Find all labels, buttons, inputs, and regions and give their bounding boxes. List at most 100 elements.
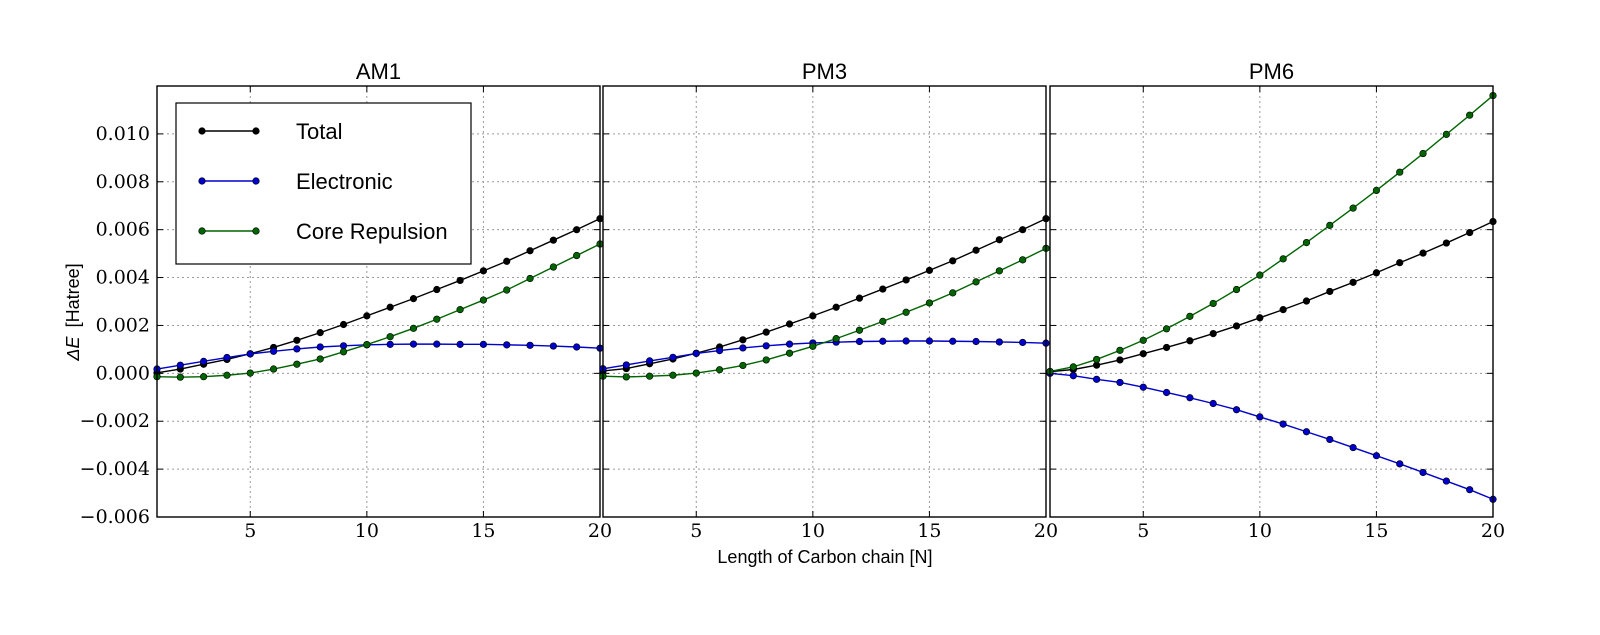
panel-pm3: PM3 5 10 15 20 [599,59,1058,542]
y-tick-label: −0.002 [80,410,150,432]
legend-label: Core Repulsion [296,219,448,244]
data-point-core [1326,221,1334,229]
data-point-core [456,306,464,314]
data-point-electronic [692,349,700,358]
data-point-electronic [1256,413,1264,421]
data-point-total [902,276,910,284]
y-tick-label: 0.004 [96,267,150,289]
x-tick-label: 10 [801,520,825,542]
data-point-total [1116,356,1124,364]
series-total [599,215,1050,375]
data-point-core [339,348,348,356]
y-axis-label-unit: [Hatree] [63,263,83,327]
data-point-core [715,366,724,374]
legend-marker [252,127,260,135]
data-point-total [479,267,488,275]
data-point-core [972,278,980,286]
data-point-core [479,296,488,304]
data-point-electronic [1302,428,1311,436]
x-tick-label: 20 [588,520,612,542]
data-point-electronic [762,342,770,350]
data-point-electronic [1069,372,1077,380]
x-tick-label: 20 [1034,520,1058,542]
data-point-total [949,257,957,265]
y-axis-label: ΔE [Hatree] [63,263,83,361]
data-point-total [1162,343,1171,352]
data-point-electronic [526,341,534,349]
data-point-total [433,285,441,294]
data-point-electronic [622,361,630,369]
data-point-total [1139,350,1147,358]
data-point-electronic [1442,477,1450,485]
data-point-electronic [503,341,511,349]
y-tick-label: 0.010 [96,123,150,145]
data-point-core [1069,363,1077,371]
data-point-total [855,294,864,302]
data-point-core [1186,312,1194,320]
data-point-electronic [972,337,980,346]
legend-box [175,102,472,265]
data-point-total [739,336,747,344]
data-point-total [1019,226,1027,234]
data-point-core [692,369,700,377]
data-point-core [949,289,957,297]
data-point-total [832,303,840,311]
data-point-electronic [1019,338,1027,347]
data-point-electronic [246,350,254,358]
plot-frame [156,85,601,518]
series-core [153,240,604,381]
data-point-electronic [669,353,677,361]
panel-title: PM3 [802,59,847,84]
x-tick-label: 15 [1364,520,1388,542]
series-electronic [1046,369,1497,503]
y-tick-label: −0.006 [80,506,150,528]
legend: Total Electronic Core Repulsion [175,102,472,265]
y-axis-label-symbol: ΔE [63,336,83,362]
x-tick-label: 10 [355,520,379,542]
plot-frame [1049,85,1494,518]
data-point-electronic [223,353,231,362]
data-point-total [1302,297,1311,305]
data-point-core [409,324,418,332]
data-point-electronic [855,337,864,346]
data-point-electronic [339,342,348,350]
x-tick-label: 15 [917,520,941,542]
data-point-electronic [456,340,464,348]
data-point-total [1232,322,1241,330]
data-point-core [1209,299,1217,308]
data-point-electronic [1349,443,1357,452]
y-tick-label: 0.002 [96,314,150,336]
legend-marker [252,177,260,185]
data-point-electronic [1116,378,1124,387]
data-point-electronic [479,340,488,348]
data-point-total [573,226,581,234]
data-point-total [1326,287,1334,296]
series-line-electronic [1049,372,1494,500]
panels: AM1 5 10 15 20 −0.006 −0.004 −0.002 0.000 0.002 0.… [80,59,1505,542]
x-axis-label: Length of Carbon chain [N] [717,547,932,567]
data-point-total [1466,228,1474,237]
series-line-core [156,243,601,378]
data-point-core [1139,336,1147,344]
panel-am1: AM1 5 10 15 20 −0.006 −0.004 −0.002 0.000 0.002 0.… [80,59,612,542]
data-point-electronic [925,337,934,345]
data-point-core [879,317,887,325]
x-tick-label: 15 [471,520,495,542]
data-point-electronic [1209,399,1217,408]
series-line-total [602,218,1047,372]
data-point-electronic [293,345,301,353]
data-point-total [1209,329,1217,338]
data-point-total [1372,269,1381,277]
data-point-core [1256,271,1264,279]
data-point-core [622,373,630,381]
data-point-core [433,315,441,323]
data-point-total [456,276,464,285]
data-point-total [995,236,1003,244]
legend-marker [198,127,206,135]
data-point-electronic [902,337,910,345]
data-point-core [1232,285,1241,294]
data-point-core [1372,186,1381,194]
legend-marker [198,177,206,185]
data-point-total [293,336,301,344]
series-line-core [602,247,1047,378]
